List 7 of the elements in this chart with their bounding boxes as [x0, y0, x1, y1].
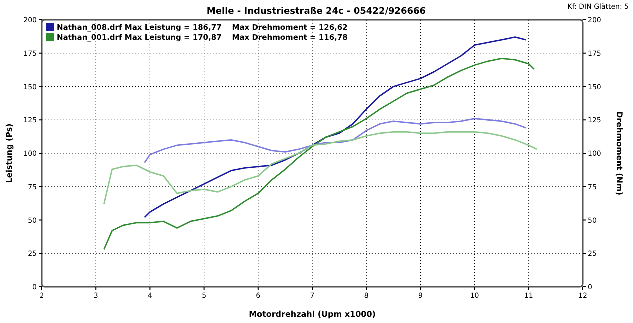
- y2-axis-title: Drehmoment (Nm): [615, 112, 624, 196]
- line-series: [104, 58, 536, 250]
- y-axis-title: Leistung (Ps): [5, 124, 14, 184]
- line-series: [144, 118, 527, 164]
- line-series: [104, 131, 538, 205]
- x-axis-title: Motordrehzahl (Upm x1000): [249, 310, 376, 319]
- chart-title: Melle - Industriestraße 24c - 05422/926666: [206, 7, 426, 17]
